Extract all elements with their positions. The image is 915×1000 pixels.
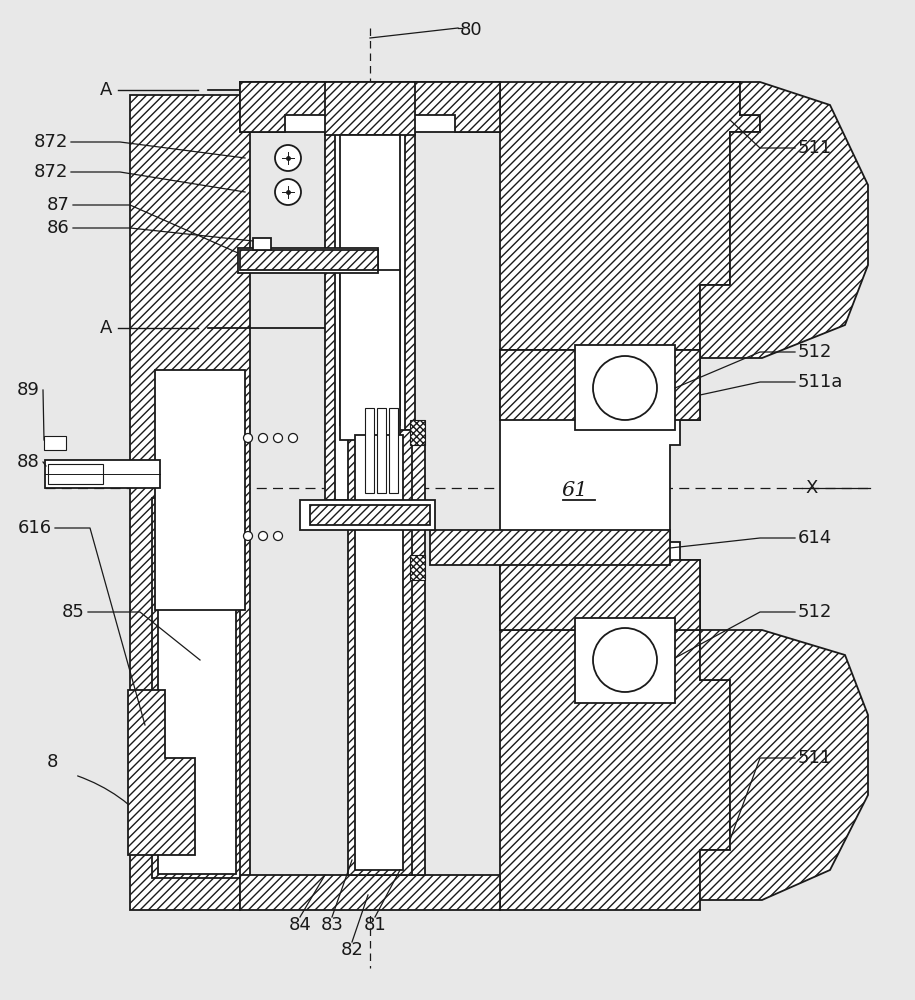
Polygon shape xyxy=(700,82,868,358)
Text: 512: 512 xyxy=(798,343,833,361)
Circle shape xyxy=(275,179,301,205)
Circle shape xyxy=(593,356,657,420)
Text: A: A xyxy=(100,319,112,337)
Polygon shape xyxy=(240,875,500,910)
Text: 84: 84 xyxy=(288,916,311,934)
Text: 872: 872 xyxy=(34,133,68,151)
Bar xyxy=(575,618,675,703)
Polygon shape xyxy=(350,430,425,875)
Text: X: X xyxy=(805,479,817,497)
Bar xyxy=(389,408,398,493)
Circle shape xyxy=(274,532,283,540)
Circle shape xyxy=(259,434,267,442)
Polygon shape xyxy=(240,250,378,270)
Polygon shape xyxy=(325,82,415,135)
Text: 80: 80 xyxy=(460,21,482,39)
Bar xyxy=(340,135,400,425)
Text: 511: 511 xyxy=(798,749,833,767)
Bar xyxy=(158,502,236,874)
Polygon shape xyxy=(500,82,760,350)
Circle shape xyxy=(274,434,283,442)
Circle shape xyxy=(593,628,657,692)
Text: 8: 8 xyxy=(47,753,58,771)
Polygon shape xyxy=(500,350,700,630)
Text: 614: 614 xyxy=(798,529,833,547)
Text: 512: 512 xyxy=(798,603,833,621)
Bar xyxy=(238,248,378,273)
Polygon shape xyxy=(310,505,430,525)
Polygon shape xyxy=(410,420,425,445)
Text: A: A xyxy=(100,81,112,99)
Bar xyxy=(155,370,245,610)
Text: 88: 88 xyxy=(17,453,40,471)
Text: 85: 85 xyxy=(62,603,85,621)
Text: 82: 82 xyxy=(340,941,363,959)
Polygon shape xyxy=(240,82,500,132)
Text: 81: 81 xyxy=(363,916,386,934)
Circle shape xyxy=(243,434,253,442)
Bar xyxy=(48,464,103,484)
Text: 616: 616 xyxy=(18,519,52,537)
Bar xyxy=(45,460,160,488)
Polygon shape xyxy=(700,630,868,900)
Text: 511: 511 xyxy=(798,139,833,157)
Text: 87: 87 xyxy=(48,196,70,214)
Bar xyxy=(355,435,403,870)
Circle shape xyxy=(259,532,267,540)
Bar xyxy=(575,345,675,430)
Text: 511a: 511a xyxy=(798,373,844,391)
Bar xyxy=(377,408,386,493)
Circle shape xyxy=(288,434,297,442)
Polygon shape xyxy=(410,555,425,580)
Bar xyxy=(44,436,66,450)
Text: 872: 872 xyxy=(34,163,68,181)
Polygon shape xyxy=(240,82,500,130)
Bar xyxy=(365,408,374,493)
Polygon shape xyxy=(325,82,415,500)
Polygon shape xyxy=(500,350,700,420)
Bar xyxy=(240,82,500,132)
Text: 83: 83 xyxy=(320,916,343,934)
Polygon shape xyxy=(500,560,700,630)
Polygon shape xyxy=(348,430,412,875)
Bar xyxy=(300,500,435,530)
Bar xyxy=(335,130,405,500)
Circle shape xyxy=(243,532,253,540)
Polygon shape xyxy=(128,690,195,855)
Polygon shape xyxy=(152,498,240,878)
Text: 61: 61 xyxy=(562,481,588,499)
Polygon shape xyxy=(430,530,670,565)
Polygon shape xyxy=(500,630,730,910)
Circle shape xyxy=(275,145,301,171)
Bar xyxy=(340,270,400,440)
Polygon shape xyxy=(130,95,250,910)
Text: 89: 89 xyxy=(17,381,40,399)
Text: 86: 86 xyxy=(48,219,70,237)
Bar xyxy=(253,238,271,250)
